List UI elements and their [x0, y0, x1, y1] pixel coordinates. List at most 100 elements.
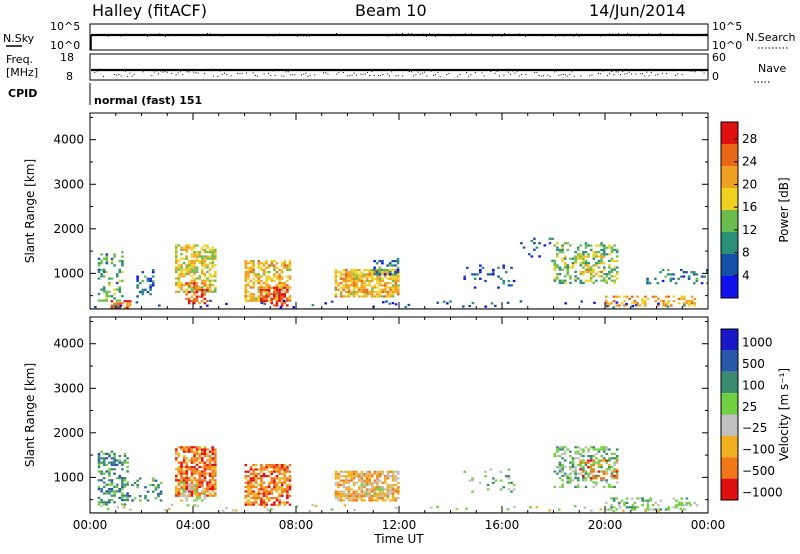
nave-point	[362, 73, 364, 75]
power-cell	[270, 302, 273, 305]
power-cell	[214, 248, 217, 251]
velocity-cell	[587, 448, 590, 451]
power-cell	[188, 259, 191, 262]
velocity-cell	[337, 494, 340, 498]
power-cell	[563, 242, 567, 245]
nave-point	[268, 72, 269, 74]
nave-point	[125, 70, 126, 72]
noise-search-point	[189, 34, 190, 36]
power-cell	[561, 248, 564, 251]
velocity-cell	[579, 452, 583, 455]
power-cell	[267, 293, 271, 296]
velocity-cell	[252, 494, 255, 497]
power-cell	[113, 304, 116, 307]
power-cell	[247, 271, 250, 274]
power-cell	[185, 266, 188, 269]
velocity-cell	[558, 461, 562, 464]
velocity-cell	[97, 488, 101, 491]
velocity-cell	[363, 484, 366, 487]
power-cell	[381, 288, 384, 291]
power-cell	[656, 282, 660, 285]
power-cell	[201, 268, 204, 271]
noise-search-point	[465, 33, 466, 35]
velocity-cell	[666, 507, 670, 511]
velocity-cell	[563, 446, 567, 449]
velocity-cell	[345, 497, 348, 500]
velocity-cell	[182, 457, 186, 460]
velocity-cell	[569, 479, 572, 482]
velocity-cell	[146, 499, 150, 502]
velocity-cell	[123, 477, 127, 480]
nave-point	[131, 75, 133, 77]
power-cell	[144, 275, 147, 278]
velocity-cell	[188, 450, 191, 453]
velocity-cell	[672, 506, 676, 509]
power-cell	[628, 297, 631, 300]
power-cell	[558, 279, 562, 282]
power-cell	[563, 264, 567, 267]
velocity-cell	[180, 463, 183, 466]
power-ylabel: Slant Range [km]	[23, 159, 37, 263]
power-cell	[363, 293, 366, 296]
velocity-cell	[157, 495, 160, 498]
velocity-cell	[201, 461, 204, 464]
velocity-cell	[118, 474, 122, 477]
power-cell	[352, 277, 356, 280]
power-cell	[355, 284, 358, 287]
power-cell	[358, 286, 361, 289]
velocity-cell	[589, 468, 593, 471]
nave-point	[228, 70, 230, 72]
power-cell	[589, 266, 593, 269]
velocity-xtick-label: 00:00	[691, 518, 726, 532]
velocity-cell	[345, 492, 348, 495]
velocity-cell	[108, 488, 111, 491]
power-cell	[365, 288, 369, 291]
power-cell	[382, 301, 385, 304]
velocity-cell	[105, 452, 109, 455]
power-cell	[553, 259, 557, 262]
velocity-cell	[265, 497, 268, 500]
power-cell	[662, 302, 665, 305]
power-cell	[151, 284, 155, 287]
velocity-cell	[535, 506, 539, 509]
power-cell	[278, 279, 281, 282]
velocity-cell	[347, 472, 351, 476]
velocity-cell	[208, 485, 212, 488]
nave-point	[699, 70, 701, 72]
power-cell	[108, 284, 111, 287]
velocity-cell	[646, 506, 650, 509]
nave-point	[219, 70, 221, 72]
velocity-cell	[152, 490, 155, 493]
power-cell	[121, 270, 124, 274]
velocity-cell	[190, 492, 194, 495]
velocity-xtick-label: 00:00	[73, 518, 108, 532]
velocity-cell	[436, 505, 439, 508]
power-cell	[342, 268, 345, 272]
nave-point	[230, 75, 232, 77]
power-cell	[584, 246, 588, 249]
velocity-cell	[376, 472, 379, 476]
power-cell	[623, 304, 626, 307]
power-cell	[247, 262, 250, 265]
velocity-cell	[265, 486, 268, 489]
nave-point	[347, 75, 349, 77]
velocity-cell	[672, 497, 676, 500]
velocity-cell	[615, 497, 618, 500]
nave-point	[518, 75, 520, 77]
velocity-cell	[273, 503, 276, 506]
power-cell	[352, 293, 356, 296]
power-cell	[190, 266, 194, 269]
power-cell	[365, 268, 369, 272]
noise-search-point	[492, 35, 493, 37]
velocity-cell	[208, 457, 212, 460]
power-cell	[282, 299, 286, 303]
power-cell	[252, 273, 255, 276]
velocity-cell	[389, 470, 392, 473]
velocity-cell	[286, 494, 289, 497]
power-cell	[556, 266, 559, 269]
velocity-cell	[201, 466, 204, 469]
velocity-cell	[649, 497, 652, 500]
power-cell	[206, 288, 209, 292]
velocity-cell	[479, 481, 482, 484]
velocity-cell	[273, 464, 276, 467]
